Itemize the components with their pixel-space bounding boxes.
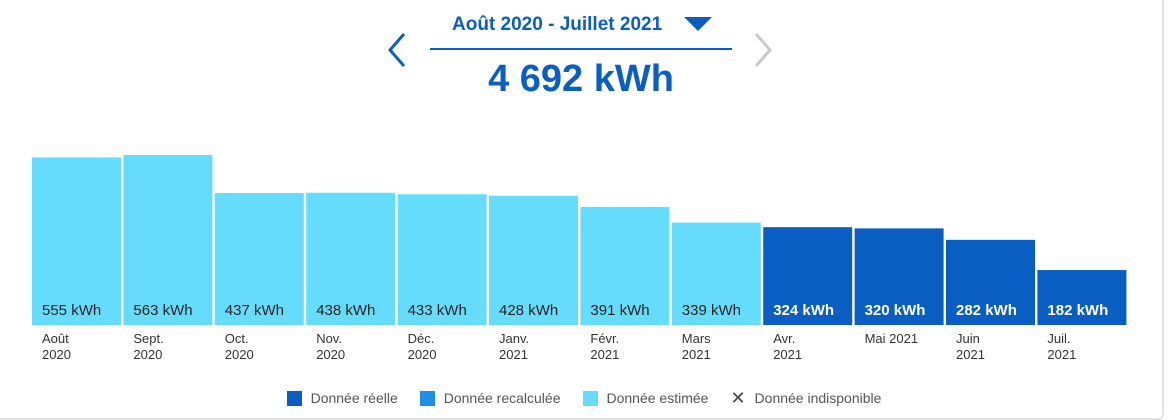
- category-label-11-1: 2021: [1047, 347, 1076, 362]
- bar-11[interactable]: [1037, 270, 1127, 325]
- legend-item-reelle: Donnée réelle: [286, 390, 398, 406]
- next-period-button[interactable]: [748, 30, 778, 70]
- category-label-11-0: Juil.: [1047, 331, 1070, 346]
- bar-10[interactable]: [946, 239, 1035, 325]
- bar-5[interactable]: [489, 195, 578, 325]
- category-label-7-1: 2021: [682, 347, 711, 362]
- bar-value-label-4: 433 kWh: [408, 302, 467, 319]
- previous-period-button[interactable]: [382, 30, 412, 70]
- category-label-5-0: Janv.: [499, 331, 529, 346]
- chevron-right-icon: [754, 33, 772, 67]
- bar-value-label-0: 555 kWh: [42, 302, 101, 319]
- bar-value-label-11: 182 kWh: [1047, 302, 1108, 319]
- bar-value-label-5: 428 kWh: [499, 302, 558, 319]
- category-label-10-0: Juin: [956, 331, 980, 346]
- legend-label-reelle: Donnée réelle: [310, 390, 398, 406]
- category-label-6-1: 2021: [590, 347, 619, 362]
- category-label-4-0: Déc.: [408, 331, 435, 346]
- bar-3[interactable]: [306, 192, 396, 325]
- category-label-7-0: Mars: [682, 331, 711, 346]
- legend-label-recalculee: Donnée recalculée: [443, 390, 561, 406]
- period-label: Août 2020 - Juillet 2021: [452, 14, 663, 35]
- period-header: Août 2020 - Juillet 2021 4 692 kWh: [380, 0, 790, 110]
- category-label-8-0: Avr.: [773, 331, 795, 346]
- caret-down-icon: [684, 17, 712, 31]
- period-dropdown[interactable]: Août 2020 - Juillet 2021: [430, 8, 732, 50]
- legend-label-estimee: Donnée estimée: [606, 390, 709, 406]
- legend-item-indisponible: ✕ Donnée indisponible: [730, 388, 882, 408]
- bar-value-label-2: 437 kWh: [225, 302, 284, 319]
- category-label-3-1: 2020: [316, 347, 345, 362]
- bar-value-label-1: 563 kWh: [133, 302, 192, 319]
- bar-2[interactable]: [214, 193, 304, 325]
- category-label-1-0: Sept.: [133, 331, 163, 346]
- category-label-6-0: Févr.: [590, 331, 619, 346]
- legend-item-recalculee: Donnée recalculée: [419, 390, 561, 406]
- bar-value-label-8: 324 kWh: [773, 302, 834, 319]
- bar-value-label-9: 320 kWh: [865, 302, 926, 319]
- category-label-0-1: 2020: [42, 347, 71, 362]
- bar-value-label-3: 438 kWh: [316, 302, 375, 319]
- category-label-1-1: 2020: [133, 347, 162, 362]
- bar-value-label-7: 339 kWh: [682, 302, 741, 319]
- bar-0[interactable]: [32, 157, 121, 325]
- bar-value-label-10: 282 kWh: [956, 302, 1017, 319]
- bar-9[interactable]: [854, 228, 944, 325]
- category-label-2-1: 2020: [225, 347, 254, 362]
- bar-8[interactable]: [763, 227, 853, 325]
- chart-legend: Donnée réelle Donnée recalculée Donnée e…: [0, 388, 1168, 408]
- bar-value-label-6: 391 kWh: [590, 302, 649, 319]
- category-label-9-0: Mai 2021: [865, 331, 918, 346]
- category-label-5-1: 2021: [499, 347, 528, 362]
- close-icon: ✕: [730, 388, 746, 408]
- legend-swatch-recalculee: [419, 390, 435, 406]
- category-label-3-0: Nov.: [316, 331, 342, 346]
- legend-item-estimee: Donnée estimée: [582, 390, 709, 406]
- category-label-2-0: Oct.: [225, 331, 249, 346]
- category-label-10-1: 2021: [956, 347, 985, 362]
- legend-label-indisponible: Donnée indisponible: [754, 390, 882, 406]
- chevron-left-icon: [388, 33, 406, 67]
- category-label-8-1: 2021: [773, 347, 802, 362]
- bar-4[interactable]: [397, 194, 487, 325]
- bar-1[interactable]: [123, 155, 213, 325]
- total-consumption: 4 692 kWh: [488, 58, 674, 100]
- legend-swatch-estimee: [582, 390, 598, 406]
- bar-7[interactable]: [671, 222, 761, 325]
- category-label-4-1: 2020: [408, 347, 437, 362]
- category-label-0-0: Août: [42, 331, 69, 346]
- bar-6[interactable]: [580, 206, 670, 325]
- legend-swatch-reelle: [286, 390, 302, 406]
